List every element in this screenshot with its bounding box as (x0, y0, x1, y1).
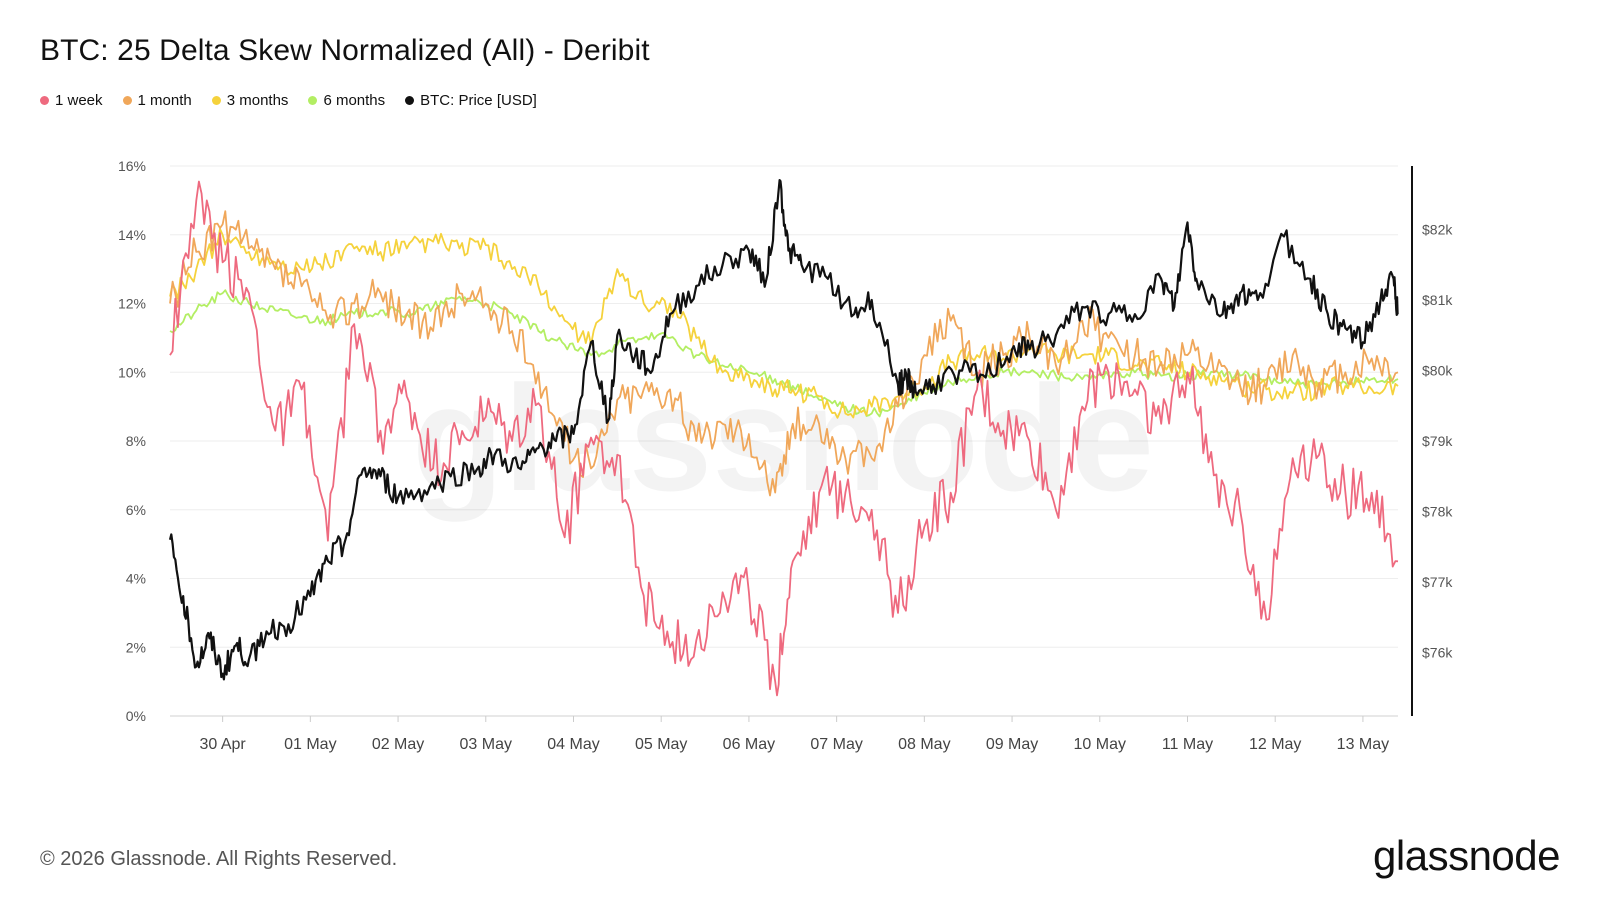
x-tick-label: 03 May (460, 736, 512, 753)
legend: 1 week 1 month 3 months 6 months BTC: Pr… (40, 92, 537, 109)
series-line-btc-price[interactable] (168, 179, 1399, 681)
x-tick-label: 10 May (1074, 736, 1126, 753)
chart-title: BTC: 25 Delta Skew Normalized (All) - De… (40, 34, 650, 67)
legend-dot-6-months (308, 96, 318, 105)
left-tick-label: 2% (126, 639, 146, 655)
x-tick-label: 06 May (723, 736, 775, 753)
legend-item-1-month[interactable]: 1 month (122, 92, 192, 109)
right-tick-label: $76k (1422, 645, 1453, 661)
legend-label-3-months: 3 months (226, 92, 289, 109)
legend-item-btc-price[interactable]: BTC: Price [USD] (405, 92, 537, 109)
copyright-text: © 2026 Glassnode. All Rights Reserved. (40, 848, 398, 870)
series-line-1-week[interactable] (169, 180, 1399, 697)
right-axis: $76k $77k $78k $79k $80k $81k $82k (1411, 166, 1453, 716)
series-lines (168, 179, 1399, 697)
left-axis: 0% 2% 4% 6% 8% 10% 12% 14% 16% (118, 158, 146, 724)
x-tick-label: 12 May (1249, 736, 1301, 753)
series-line-1-month[interactable] (169, 210, 1399, 497)
right-tick-label: $81k (1422, 292, 1453, 308)
x-tick-label: 05 May (635, 736, 687, 753)
right-tick-label: $78k (1422, 504, 1453, 520)
left-tick-label: 4% (126, 571, 146, 587)
grid-lines (170, 165, 1398, 717)
legend-label-1-month: 1 month (137, 92, 192, 109)
right-tick-label: $77k (1422, 574, 1453, 590)
right-tick-label: $79k (1422, 433, 1453, 449)
line-chart[interactable]: glassnode 0%2%4%6%8%10%12%14%16% $76k$77… (0, 0, 1600, 800)
left-tick-label: 12% (118, 296, 146, 312)
legend-label-1-week: 1 week (55, 92, 103, 109)
x-tick-label: 02 May (372, 736, 424, 753)
x-tick-label: 30 Apr (199, 736, 246, 753)
x-tick-label: 08 May (898, 736, 950, 753)
x-tick-label: 13 May (1337, 736, 1389, 753)
legend-dot-1-month (122, 96, 132, 105)
right-tick-label: $82k (1422, 221, 1453, 237)
legend-item-6-months[interactable]: 6 months (308, 92, 385, 109)
left-tick-label: 14% (118, 227, 146, 243)
left-tick-label: 10% (118, 364, 146, 380)
x-tick-label: 04 May (547, 736, 599, 753)
right-tick-label: $80k (1422, 362, 1453, 378)
left-tick-label: 16% (118, 158, 146, 174)
legend-dot-btc-price (405, 96, 415, 105)
legend-label-btc-price: BTC: Price [USD] (420, 92, 537, 109)
legend-item-3-months[interactable]: 3 months (211, 92, 289, 109)
legend-item-1-week[interactable]: 1 week (40, 92, 103, 109)
legend-dot-3-months (211, 96, 221, 105)
left-tick-label: 6% (126, 502, 146, 518)
legend-label-6-months: 6 months (323, 92, 386, 109)
legend-dot-1-week (40, 96, 49, 105)
left-tick-label: 8% (126, 433, 146, 449)
x-tick-label: 07 May (810, 736, 862, 753)
glassnode-logo: glassnode (1373, 832, 1560, 879)
left-tick-label: 0% (126, 708, 146, 724)
x-tick-label: 09 May (986, 736, 1038, 753)
x-tick-label: 01 May (284, 736, 336, 753)
x-axis: 30 Apr 01 May 02 May 03 May 04 May 05 May 06 M… (199, 716, 1389, 753)
x-tick-label: 11 May (1162, 736, 1213, 753)
